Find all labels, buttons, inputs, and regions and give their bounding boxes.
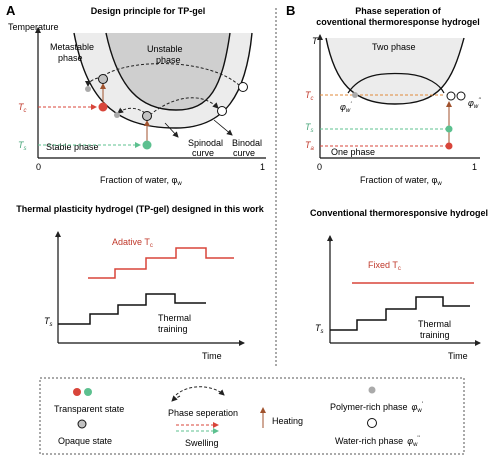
tc-label-a: Tc	[18, 102, 27, 114]
adaptive-tc-label: Adative Tc	[112, 237, 153, 249]
spinodal-label-1: Spinodal	[188, 138, 223, 148]
transparent-state-dot-teal	[142, 140, 152, 150]
legend-heating-label: Heating	[272, 416, 303, 426]
opaque-state-dot-a-2	[142, 111, 152, 121]
training-label-b-2: training	[420, 330, 450, 340]
phase-sep-arc-bottom-left	[117, 107, 146, 114]
metastable-label-1: Metastable	[50, 42, 94, 52]
panel-b-y-axis-label: T	[312, 36, 319, 46]
legend-opaque-label: Opaque state	[58, 436, 112, 446]
legend-polymer-rich-dot	[368, 386, 376, 394]
time-label-b: Time	[448, 351, 468, 361]
unstable-label-1: Unstable	[147, 44, 183, 54]
opaque-state-dot-a-1	[98, 74, 108, 84]
legend-opaque-dot	[77, 419, 87, 429]
binodal-pointer	[213, 119, 233, 136]
binodal-curve-b	[325, 37, 465, 105]
tc-label-b: Tc	[305, 90, 314, 102]
water-rich-dot-a-2	[217, 106, 227, 116]
polymer-rich-dot-a-1	[85, 86, 91, 92]
panel-a-x-tick-0: 0	[36, 162, 41, 172]
legend-border	[39, 377, 465, 455]
metastable-label-2: phase	[58, 53, 83, 63]
ts-bottom-label-a: Ts	[44, 316, 53, 328]
phase-sep-arc-top-left-end	[85, 77, 99, 87]
legend-polymer-rich-label: Polymer-rich phase φw'	[330, 402, 423, 414]
transparent-state-dot-red	[98, 102, 108, 112]
panel-a-title: Design principle for TP-gel	[91, 6, 206, 16]
spinodal-pointer	[164, 122, 179, 138]
training-label-a-2: training	[158, 324, 188, 334]
water-rich-dot-b-1	[446, 91, 456, 101]
legend-box: Transparent state Opaque state Phase sep…	[39, 377, 465, 455]
ta-label-b: Ta	[305, 140, 315, 152]
spinodal-label-2: curve	[192, 148, 214, 158]
spinodal-curve	[105, 32, 231, 111]
water-rich-dot-a-1	[238, 82, 248, 92]
polymer-rich-dot-a-2	[114, 112, 120, 118]
legend-water-rich-dot	[367, 418, 377, 428]
polymer-rich-dot-b	[352, 92, 358, 98]
panel-b-bottom-title: Conventional thermoresponsive hydrogel	[310, 208, 488, 218]
unstable-label-2: phase	[156, 55, 181, 65]
panel-b-letter: B	[286, 3, 295, 18]
binodal-label-2: curve	[233, 148, 255, 158]
legend-water-rich-label: Water-rich phase φw''	[335, 436, 420, 448]
legend-phase-sep-arc-2	[171, 395, 181, 402]
adaptive-tc-step-line	[88, 247, 234, 279]
legend-transparent-red-dot	[73, 388, 81, 396]
legend-phase-sep-arc-1	[175, 386, 225, 396]
phase-sep-arc-bottom	[149, 97, 219, 116]
panel-a-x-tick-1: 1	[260, 162, 265, 172]
panel-a-bottom-title: Thermal plasticity hydrogel (TP-gel) des…	[16, 204, 265, 214]
legend-transparent-teal-dot	[84, 388, 92, 396]
panel-b-x-tick-0: 0	[317, 162, 322, 172]
ta-dot-b	[445, 142, 453, 150]
phi-w1-label: φw'	[340, 102, 352, 114]
binodal-label-1: Binodal	[232, 138, 262, 148]
legend-phase-sep-label: Phase seperation	[168, 408, 238, 418]
training-step-line-a	[58, 293, 206, 325]
panel-a-letter: A	[6, 3, 16, 18]
phase-sep-arc-top	[102, 63, 241, 87]
unstable-region	[106, 33, 230, 110]
panel-a-y-axis-label: Temperature	[8, 22, 59, 32]
two-phase-label: Two phase	[372, 42, 416, 52]
fixed-tc-label: Fixed Tc	[368, 260, 401, 272]
panel-b-x-axis-label: Fraction of water, φw	[360, 175, 442, 187]
water-rich-dot-b-2	[456, 91, 466, 101]
legend-swelling-label: Swelling	[185, 438, 219, 448]
training-label-b-1: Thermal	[418, 319, 451, 329]
panel-a: A Design principle for TP-gel Temperatur…	[6, 3, 266, 361]
stable-phase-label: Stable phase	[46, 142, 99, 152]
panel-b-x-tick-1: 1	[472, 162, 477, 172]
training-step-line-b	[330, 296, 470, 331]
one-phase-label: One phase	[331, 147, 375, 157]
inner-curve-b	[347, 72, 445, 94]
ts-bottom-label-b: Ts	[315, 323, 324, 335]
phi-w2-label: φw''	[468, 98, 481, 110]
legend-transparent-label: Transparent state	[54, 404, 124, 414]
training-label-a-1: Thermal	[158, 313, 191, 323]
panel-a-x-axis-label: Fraction of water, φw	[100, 175, 182, 187]
panel-b: B Phase seperation of coventional thermo…	[286, 3, 488, 361]
panel-b-title-1: Phase seperation of	[355, 6, 442, 16]
panel-b-title-2: coventional thermoresponse hydrogel	[316, 17, 480, 27]
ts-label-b: Ts	[305, 122, 314, 134]
ts-dot-b	[445, 125, 453, 133]
time-label-a: Time	[202, 351, 222, 361]
two-phase-region	[326, 38, 464, 104]
ts-label-a: Ts	[18, 140, 27, 152]
